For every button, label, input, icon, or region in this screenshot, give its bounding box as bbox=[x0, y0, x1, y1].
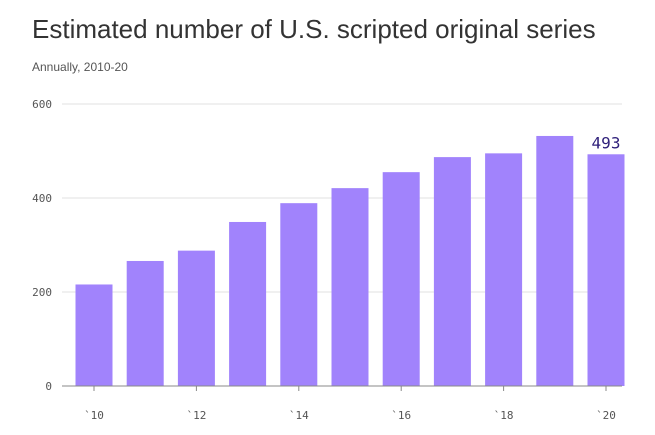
y-tick-label-600: 600 bbox=[32, 98, 52, 111]
bar-2016 bbox=[382, 172, 420, 386]
y-tick-label-0: 0 bbox=[45, 380, 52, 393]
bar-2013 bbox=[229, 221, 267, 386]
bar-2020 bbox=[587, 154, 625, 386]
y-tick-label-400: 400 bbox=[32, 192, 52, 205]
bar-2018 bbox=[485, 153, 523, 386]
x-tick-label-2014: `14 bbox=[289, 409, 309, 422]
chart-title: Estimated number of U.S. scripted origin… bbox=[32, 14, 596, 44]
y-tick-label-200: 200 bbox=[32, 286, 52, 299]
bar-2019 bbox=[536, 135, 574, 386]
x-tick-label-2018: `18 bbox=[494, 409, 514, 422]
x-tick-label-2020: `20 bbox=[596, 409, 616, 422]
x-tick-label-2016: `16 bbox=[391, 409, 411, 422]
data-label-2020: 493 bbox=[592, 133, 621, 152]
bar-2015 bbox=[331, 188, 369, 386]
bar-2014 bbox=[280, 203, 318, 386]
bar-2010 bbox=[75, 284, 113, 386]
x-tick-label-2010: `10 bbox=[84, 409, 104, 422]
bar-2011 bbox=[126, 260, 164, 386]
bar-2017 bbox=[433, 157, 471, 386]
chart-subtitle: Annually, 2010-20 bbox=[32, 60, 128, 74]
x-tick-label-2012: `12 bbox=[186, 409, 206, 422]
bar-2012 bbox=[177, 250, 215, 386]
